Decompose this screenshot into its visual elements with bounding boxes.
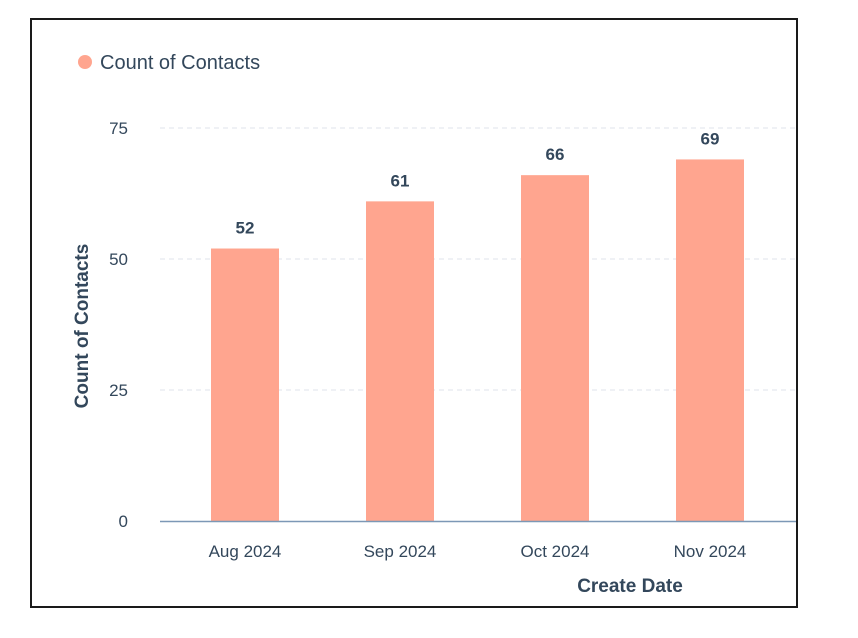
bar[interactable] bbox=[521, 175, 589, 521]
bar[interactable] bbox=[676, 159, 744, 521]
chart-card: Count of Contacts 0 25 50 75 52 61 66 69 Aug 2… bbox=[30, 18, 798, 608]
legend-swatch-icon bbox=[78, 55, 92, 69]
data-label: 69 bbox=[701, 129, 720, 148]
x-tick-label: Sep 2024 bbox=[364, 542, 437, 561]
x-tick-label: Oct 2024 bbox=[521, 542, 590, 561]
bar-chart: Count of Contacts 0 25 50 75 52 61 66 69 Aug 2… bbox=[72, 52, 796, 597]
legend-label: Count of Contacts bbox=[100, 52, 260, 74]
y-axis-ticks: 0 25 50 75 bbox=[109, 119, 128, 531]
data-label: 61 bbox=[391, 171, 410, 190]
legend[interactable]: Count of Contacts bbox=[78, 52, 260, 74]
data-label: 66 bbox=[546, 145, 565, 164]
y-axis-title: Count of Contacts bbox=[72, 244, 93, 409]
data-label: 52 bbox=[236, 219, 255, 238]
x-tick-label: Nov 2024 bbox=[674, 542, 747, 561]
y-tick-label: 75 bbox=[109, 119, 128, 138]
y-tick-label: 0 bbox=[119, 512, 128, 531]
y-tick-label: 25 bbox=[109, 381, 128, 400]
bar[interactable] bbox=[211, 248, 279, 521]
data-labels: 52 61 66 69 bbox=[236, 129, 720, 237]
x-tick-label: Aug 2024 bbox=[209, 542, 282, 561]
y-tick-label: 50 bbox=[109, 250, 128, 269]
bar[interactable] bbox=[366, 201, 434, 522]
x-axis-ticks: Aug 2024 Sep 2024 Oct 2024 Nov 2024 bbox=[209, 542, 747, 561]
bars bbox=[211, 159, 744, 522]
x-axis-title: Create Date bbox=[577, 576, 683, 597]
